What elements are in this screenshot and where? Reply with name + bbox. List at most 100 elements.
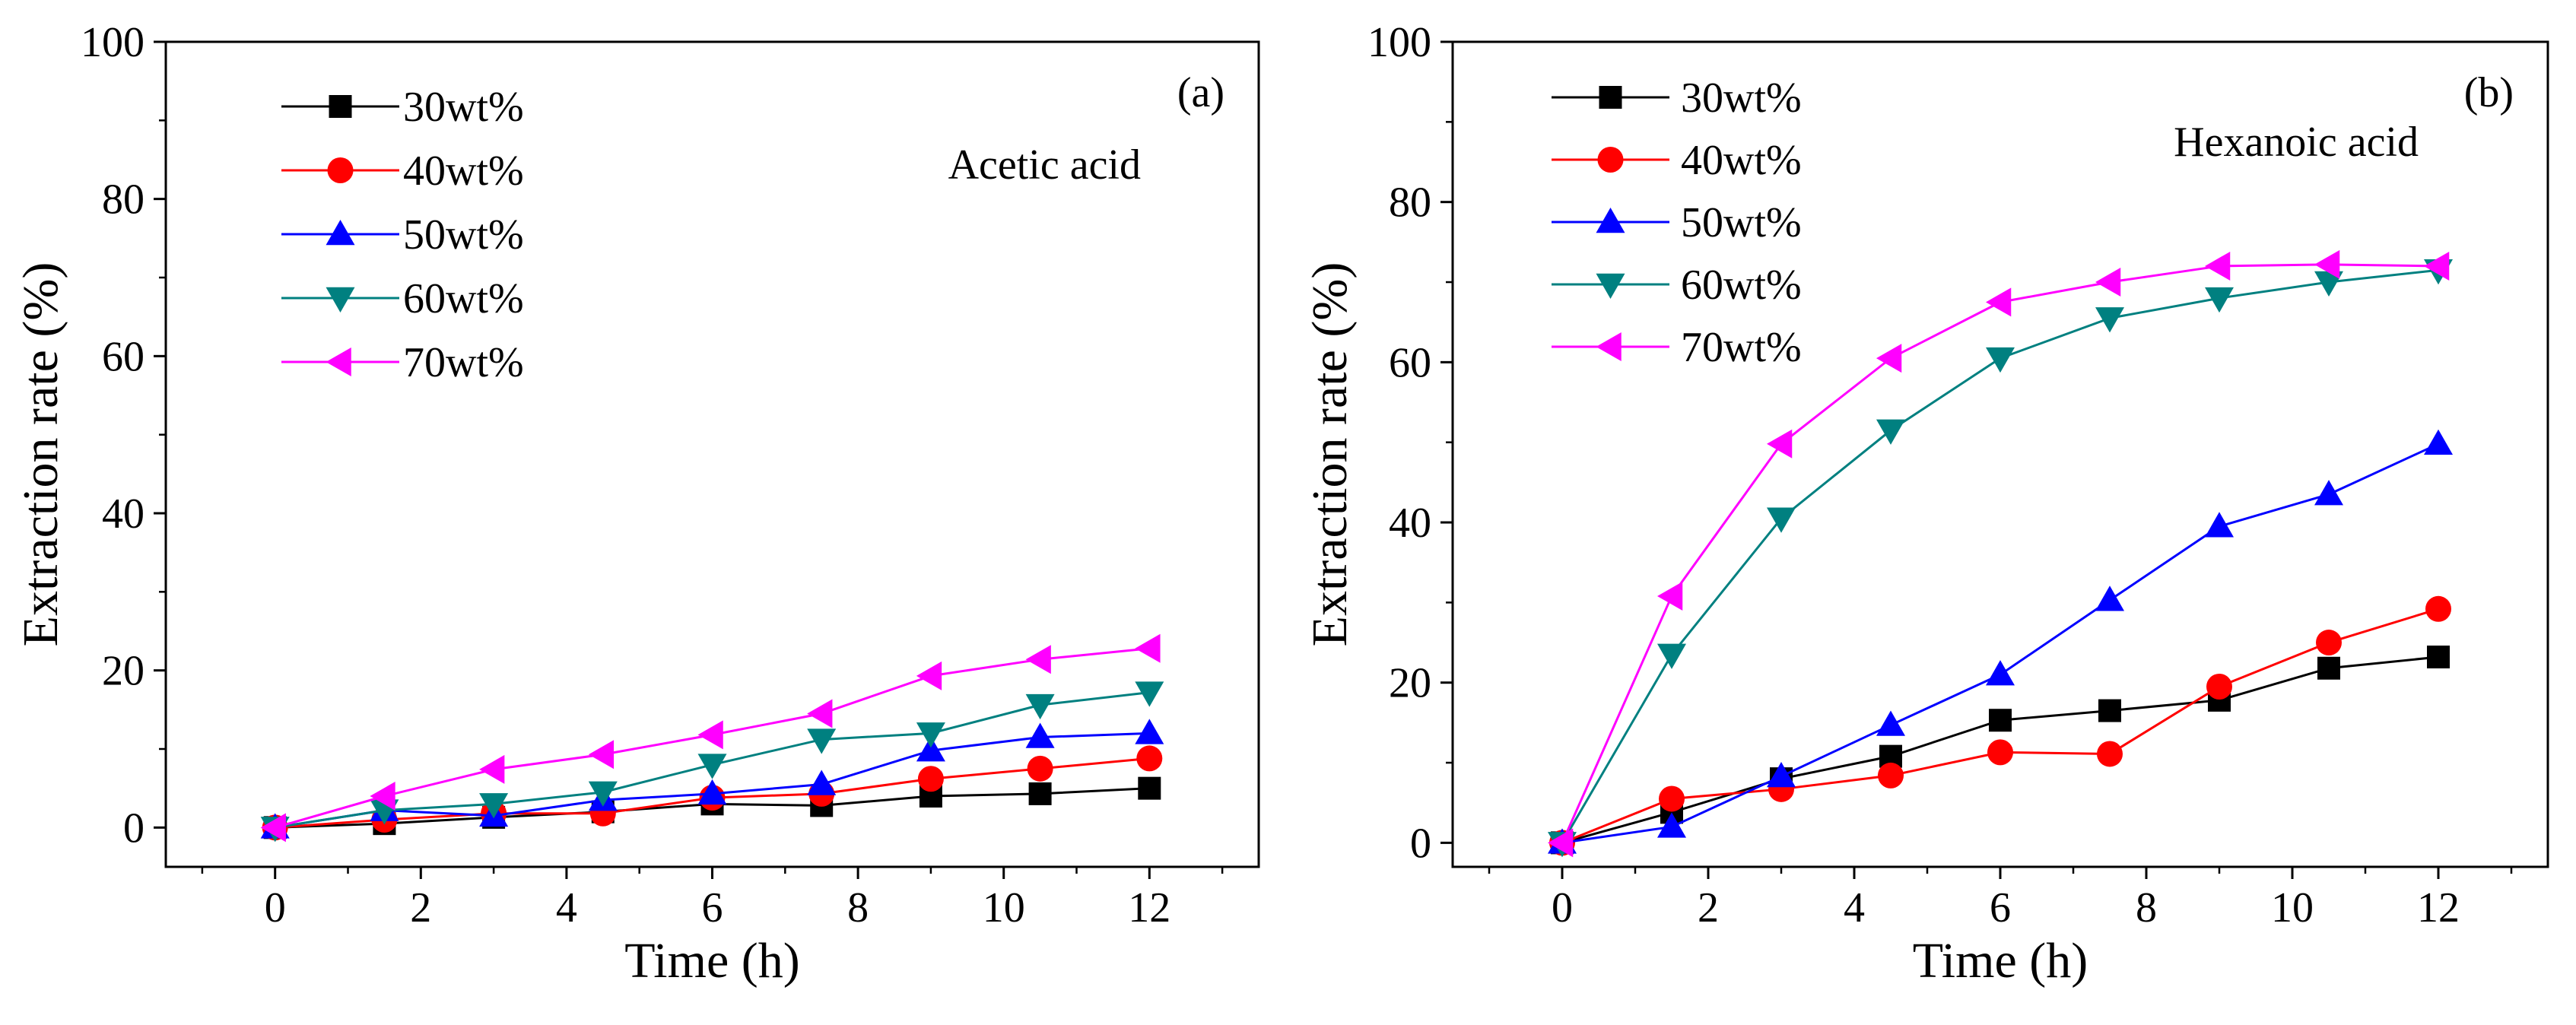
x-tick-label: 6 — [1990, 884, 2011, 931]
data-point — [916, 661, 942, 690]
data-point — [2314, 271, 2343, 297]
data-point — [2316, 630, 2342, 656]
y-tick-label: 100 — [1367, 19, 1431, 66]
legend-marker — [1596, 208, 1625, 233]
y-tick-label: 80 — [102, 176, 145, 224]
data-point — [1878, 762, 1904, 789]
legend-label: 70wt% — [403, 339, 524, 386]
series-70wtpct — [1548, 249, 2450, 858]
data-point — [1987, 739, 2013, 766]
y-tick-label: 0 — [123, 804, 145, 852]
legend-marker — [1597, 147, 1624, 173]
x-tick-label: 12 — [1128, 884, 1170, 931]
data-point — [1025, 722, 1055, 748]
series-50wtpct — [1548, 429, 2453, 854]
data-point — [1135, 719, 1164, 744]
data-point — [2317, 656, 2340, 680]
legend-marker — [1596, 332, 1622, 361]
legend-item: 60wt% — [281, 275, 524, 322]
data-point — [1986, 347, 2015, 373]
x-tick-label: 12 — [2417, 884, 2460, 931]
data-point — [2095, 585, 2124, 611]
x-tick-label: 10 — [983, 884, 1025, 931]
data-point — [1548, 828, 1574, 858]
data-point — [1767, 429, 1793, 459]
data-point — [1876, 344, 1902, 373]
legend-marker — [326, 347, 351, 376]
legend-marker — [326, 220, 355, 246]
x-tick-label: 0 — [265, 884, 286, 931]
data-point — [1025, 645, 1051, 674]
data-point — [2206, 673, 2232, 700]
y-axis-label: Extraction rate (%) — [1302, 262, 1358, 647]
x-tick-label: 10 — [2271, 884, 2314, 931]
panel-label: (a) — [1177, 69, 1224, 116]
data-point — [2095, 307, 2124, 333]
data-point — [1767, 761, 1796, 788]
y-tick-label: 80 — [1389, 179, 1431, 227]
data-point — [1767, 507, 1796, 533]
data-point — [2098, 699, 2121, 722]
legend-label: 50wt% — [403, 211, 524, 259]
data-point — [1136, 745, 1163, 772]
y-tick-label: 60 — [102, 333, 145, 380]
x-tick-label: 4 — [1844, 884, 1865, 931]
legend-label: 60wt% — [1681, 262, 1802, 309]
chart-annotation: Acetic acid — [948, 141, 1141, 189]
panel-label: (b) — [2464, 69, 2514, 116]
chart-panel-b: 0 2 4 6 8 10 12 0 20 40 60 80 100 Time (h) Extraction … — [1302, 19, 2549, 989]
data-point — [260, 813, 286, 843]
y-tick-label: 40 — [102, 490, 145, 538]
data-point — [1657, 581, 1683, 611]
legend-item: 60wt% — [1552, 262, 1802, 309]
x-tick-label: 8 — [2136, 884, 2157, 931]
series-line — [1561, 443, 2439, 844]
data-point — [917, 766, 944, 792]
x-axis-label: Time (h) — [624, 933, 799, 989]
data-point — [807, 728, 837, 754]
legend-item: 50wt% — [1552, 199, 1802, 246]
data-point — [1986, 287, 2012, 317]
data-point — [2425, 595, 2451, 622]
legend: 30wt% 40wt% 50wt% 60wt% 70wt% — [1552, 75, 1802, 371]
y-axis-label: Extraction rate (%) — [13, 262, 68, 647]
data-point — [916, 722, 945, 748]
data-point — [1986, 660, 2015, 686]
data-point — [2424, 429, 2453, 455]
legend-marker — [329, 95, 352, 118]
series-70wtpct — [260, 633, 1161, 843]
x-tick-label: 8 — [847, 884, 869, 931]
data-point — [2205, 287, 2234, 313]
data-point — [1028, 782, 1052, 805]
x-tick-label: 2 — [410, 884, 431, 931]
legend-item: 40wt% — [281, 148, 524, 195]
data-point — [1657, 643, 1686, 669]
data-point — [370, 782, 395, 811]
data-point — [2314, 249, 2340, 279]
data-point — [916, 736, 945, 762]
y-tick-label: 20 — [1389, 660, 1431, 707]
legend-item: 30wt% — [1552, 75, 1802, 122]
data-point — [2205, 251, 2231, 281]
legend-marker — [326, 287, 355, 313]
x-tick-label: 4 — [556, 884, 577, 931]
legend-label: 60wt% — [403, 275, 524, 322]
data-point — [1135, 633, 1161, 663]
data-point — [2424, 251, 2450, 281]
data-point — [1876, 419, 1905, 445]
data-point — [2097, 741, 2123, 767]
data-point — [479, 793, 509, 819]
legend-label: 30wt% — [1681, 75, 1802, 122]
legend-label: 30wt% — [403, 84, 524, 131]
x-tick-label: 6 — [702, 884, 723, 931]
data-point — [1657, 812, 1686, 838]
data-point — [1027, 755, 1053, 782]
legend: 30wt% 40wt% 50wt% 60wt% 70wt% — [281, 84, 524, 386]
legend-marker — [1596, 273, 1625, 299]
chart-annotation: Hexanoic acid — [2174, 119, 2419, 166]
legend-item: 70wt% — [281, 339, 524, 386]
x-tick-label: 0 — [1552, 884, 1573, 931]
legend-label: 50wt% — [1681, 199, 1802, 246]
legend-item: 50wt% — [281, 211, 524, 259]
